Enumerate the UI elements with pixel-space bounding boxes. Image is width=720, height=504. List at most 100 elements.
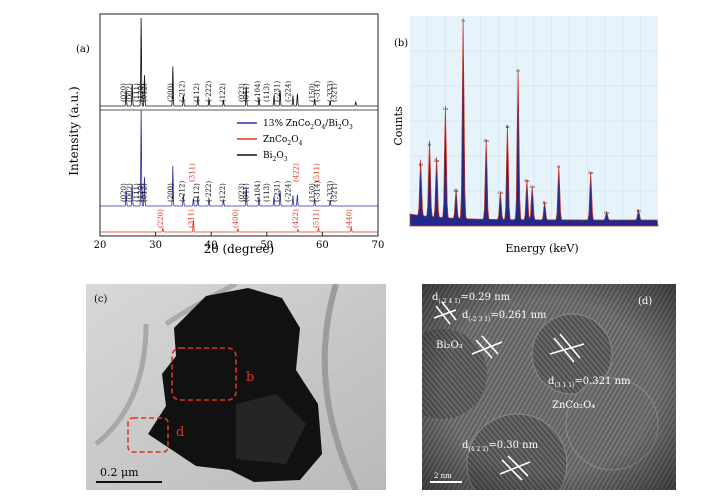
- xrd-chart: (a) 20 30 40 50 60 70 (020)(002)(111)(120)(01…: [67, 13, 385, 256]
- xrd-hkl-bi: (-314): [314, 81, 322, 102]
- xrd-hkl-bi: (023): [238, 83, 246, 102]
- eds-peak-tag: Bi: [543, 200, 548, 205]
- eds-peak-tag: Bi: [505, 124, 510, 129]
- xrd-hkl-bi: (041): [242, 83, 250, 102]
- eds-spectrum: [409, 18, 659, 227]
- xrd-tick-label: 40: [205, 240, 218, 251]
- xrd-tick-label: 60: [316, 240, 329, 251]
- xrd-hkl-bi: (-224): [285, 81, 293, 102]
- xrd-hkl-composite: (122): [219, 183, 227, 202]
- xrd-hkl-composite: (002): [126, 183, 134, 202]
- xrd-hkl-composite: (200): [167, 183, 175, 202]
- xrd-hkl-znco: (511): [313, 209, 321, 228]
- eds-peak-tag: Bi: [419, 162, 424, 167]
- xrd-hkl-bi: (200): [167, 83, 175, 102]
- xrd-hkl-bi: (002): [126, 83, 134, 102]
- xrd-hkl-bi: (-333): [326, 81, 334, 102]
- xrd-tick-label: 70: [372, 240, 385, 251]
- eds-peak-tag: Zn: [524, 178, 530, 183]
- xrd-hkl-bi: (150): [309, 83, 317, 102]
- eds-peak-tag: Bi: [636, 208, 641, 213]
- panel-a: (a) 20 30 40 50 60 70 (020) (002) (111) (120) (01…: [60, 6, 390, 256]
- xrd-hkl-znco: (400): [232, 209, 240, 228]
- xrd-hkl-bi: (-212): [179, 81, 187, 102]
- xrd-hkl-composite: (-104): [254, 181, 262, 202]
- phase-label-znco: ZnCo₂O₄: [552, 400, 595, 411]
- xrd-tick-label: 50: [260, 240, 273, 251]
- xrd-axes-frame: [99, 13, 379, 237]
- eds-peak-tag: Co: [443, 106, 449, 111]
- eds-peak-tag: O: [462, 18, 466, 23]
- eds-peak-tag: Co: [498, 190, 504, 195]
- xrd-hkl-bi: (321): [330, 83, 338, 102]
- panel-a-label: (a): [76, 44, 90, 55]
- fringe-label-3: d(3 1 1)=0.321 nm: [548, 376, 631, 389]
- phase-label-bi: Bi₂O₃: [436, 340, 463, 351]
- xrd-hkl-znco: (440): [345, 209, 353, 228]
- eds-peak-tag: O: [516, 68, 520, 73]
- xrd-hkl-bi: (120): [137, 83, 145, 102]
- tem-image: b d (c) 0.2 μm: [86, 284, 386, 490]
- xrd-hkl-composite: (-212): [179, 181, 187, 202]
- legend-bi: Bi2O3: [263, 151, 288, 163]
- xrd-hkl-composite: (041): [242, 183, 250, 202]
- hrtem-scalebar-label: 2 nm: [434, 472, 452, 480]
- xrd-hkl-composite: (-314): [314, 181, 322, 202]
- tem-scalebar-label: 0.2 μm: [100, 466, 139, 479]
- xrd-hkl-composite: (020): [120, 183, 128, 202]
- xrd-hkl-composite: (120): [137, 183, 145, 202]
- panel-b: (b) Bi O Zn Co Bi O Zn Co Bi O Zn Co Bi O Zn Co Bi Count…: [392, 6, 680, 256]
- legend-composite: 13% ZnCo2O4/Bi2O3: [263, 119, 353, 131]
- eds-xlabel: Energy (keV): [505, 242, 578, 255]
- xrd-hkl-composite: (-224): [285, 181, 293, 202]
- xrd-hkl-composite: (111): [133, 183, 141, 202]
- xrd-hkl-bi: (-104): [254, 81, 262, 102]
- xrd-hkl-composite: (112): [193, 183, 201, 202]
- xrd-hkl-znco: (220): [157, 209, 165, 228]
- panel-d-label: (d): [638, 296, 652, 307]
- xrd-hkl-composite: (-333): [326, 181, 334, 202]
- fringe-label-2: d(-2 3 1)=0.261 nm: [462, 310, 547, 323]
- xrd-ylabel: Intensity (a.u.): [67, 86, 81, 175]
- tem-region-b-label: b: [246, 370, 254, 385]
- xrd-tick-label: 30: [149, 240, 162, 251]
- panel-c: b d (c) 0.2 μm: [86, 284, 386, 490]
- xrd-hkl-composite: (-231): [274, 181, 282, 202]
- fringe-label-1: d(-2 4 1)=0.29 nm: [432, 292, 511, 305]
- eds-peak-tag: Co: [604, 210, 610, 215]
- xrd-hkl-bi: (113): [263, 83, 271, 102]
- xrd-hkl-composite: (-222): [205, 181, 213, 202]
- eds-peak-tag: Zn: [483, 138, 489, 143]
- panel-b-label: (b): [394, 38, 408, 49]
- xrd-tick-label: 20: [94, 240, 107, 251]
- eds-peak-tag: Zn: [434, 158, 440, 163]
- xrd-xlabel: 2θ (degree): [204, 242, 274, 256]
- eds-peak-tag: Zn: [588, 170, 594, 175]
- eds-ylabel: Counts: [392, 106, 405, 146]
- eds-peak-tag: Bi: [454, 188, 459, 193]
- xrd-hkl-bi: (122): [219, 83, 227, 102]
- xrd-series-line: [100, 219, 378, 233]
- fringe-label-4: d(4 2 2)=0.30 nm: [462, 440, 539, 453]
- eds-peak-tag: O: [428, 142, 432, 147]
- xrd-hkl-composite: (150): [309, 183, 317, 202]
- xrd-hkl-bi: (112): [193, 83, 201, 102]
- xrd-legend: 13% ZnCo2O4/Bi2O3 ZnCo2O4 Bi2O3: [237, 119, 353, 163]
- xrd-hkl-znco: (422): [292, 209, 300, 228]
- xrd-hkl-bi: (-231): [274, 81, 282, 102]
- xrd-hkl-composite: (012): [141, 183, 149, 202]
- xrd-hkl-bi: (020): [120, 83, 128, 102]
- xrd-hkl-composite: (113): [263, 183, 271, 202]
- xrd-hkl-composite: (023): [238, 183, 246, 202]
- xrd-series-line: [100, 17, 378, 107]
- tem-region-d-label: d: [176, 425, 184, 440]
- xrd-hkl-znco-in-composite: (311): [189, 163, 197, 182]
- eds-peak-tag: Co: [529, 184, 535, 189]
- xrd-hkl-bi: (-222): [205, 81, 213, 102]
- xrd-hkl-znco: (311): [187, 209, 195, 228]
- legend-znco: ZnCo2O4: [263, 135, 303, 147]
- panel-d: d(-2 4 1)=0.29 nm d(-2 3 1)=0.261 nm d(3…: [422, 284, 676, 490]
- tem-region-b-box: [171, 347, 237, 401]
- eds-peak-tag: O: [557, 164, 561, 169]
